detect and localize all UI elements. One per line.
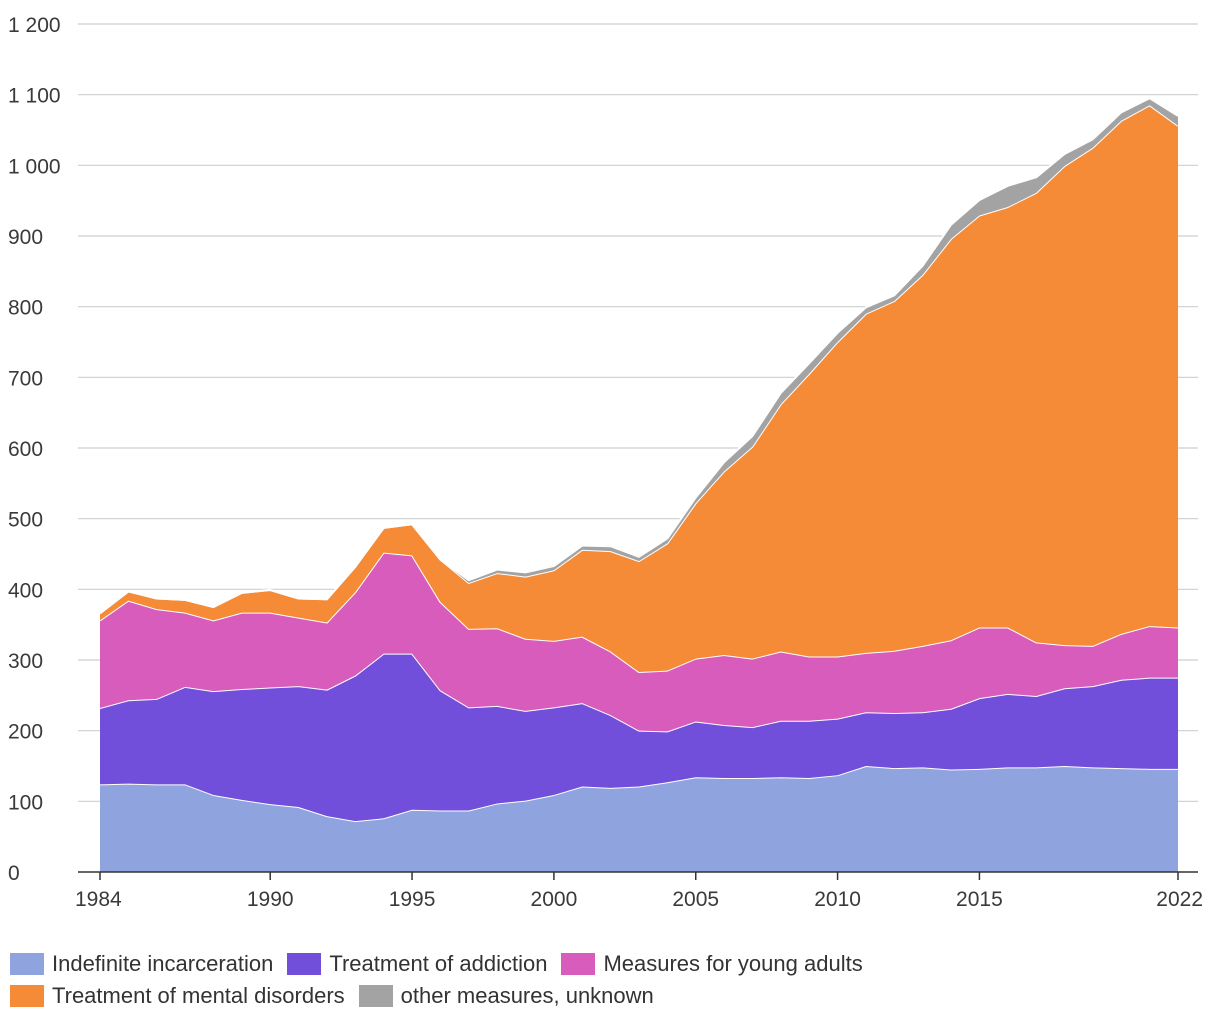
y-tick-label: 1 200 bbox=[8, 14, 61, 37]
legend-item-treatment-of-mental-disorders[interactable]: Treatment of mental disorders bbox=[10, 983, 345, 1009]
legend-item-measures-for-young-adults[interactable]: Measures for young adults bbox=[561, 951, 863, 977]
area-chart: 0 100 200 300 400 500 600 700 800 900 1 000 1 100 1 … bbox=[8, 14, 1203, 911]
y-tick-label: 600 bbox=[8, 438, 43, 461]
y-tick-label: 100 bbox=[8, 791, 43, 814]
legend-label: other measures, unknown bbox=[400, 983, 654, 1008]
legend: Indefinite incarceration Treatment of ad… bbox=[10, 948, 1210, 1012]
legend-label: Measures for young adults bbox=[603, 951, 863, 976]
area-series-0 bbox=[100, 766, 1178, 872]
area-series-3 bbox=[100, 105, 1178, 673]
y-tick-label: 200 bbox=[8, 721, 43, 744]
x-tick-label: 2022 bbox=[1156, 888, 1203, 911]
y-tick-label: 500 bbox=[8, 509, 43, 532]
x-tick-label: 1984 bbox=[75, 888, 122, 911]
y-axis: 0 100 200 300 400 500 600 700 800 900 1 000 1 100 1 … bbox=[8, 14, 61, 885]
x-axis: 1984 1990 1995 2000 2005 2010 2015 2022 bbox=[75, 871, 1203, 911]
legend-item-treatment-of-addiction[interactable]: Treatment of addiction bbox=[287, 951, 547, 977]
x-tick-label: 1995 bbox=[389, 888, 436, 911]
legend-row-2: Treatment of mental disorders other meas… bbox=[10, 980, 1210, 1012]
legend-item-indefinite-incarceration[interactable]: Indefinite incarceration bbox=[10, 951, 273, 977]
y-tick-label: 900 bbox=[8, 226, 43, 249]
legend-swatch bbox=[287, 953, 322, 975]
y-tick-label: 1 000 bbox=[8, 155, 61, 178]
x-tick-label: 2010 bbox=[814, 888, 861, 911]
x-tick-label: 2005 bbox=[672, 888, 719, 911]
legend-swatch bbox=[561, 953, 596, 975]
y-tick-label: 300 bbox=[8, 650, 43, 673]
legend-label: Treatment of mental disorders bbox=[52, 983, 345, 1008]
legend-label: Treatment of addiction bbox=[329, 951, 548, 976]
area-series-1 bbox=[100, 653, 1178, 822]
x-tick-label: 2015 bbox=[956, 888, 1003, 911]
area-series-2 bbox=[100, 552, 1178, 732]
legend-swatch bbox=[358, 985, 393, 1007]
x-tick-label: 1990 bbox=[247, 888, 294, 911]
legend-label: Indefinite incarceration bbox=[52, 951, 274, 976]
area-series-edge-4 bbox=[99, 97, 1179, 615]
legend-swatch bbox=[10, 985, 44, 1007]
legend-swatch bbox=[10, 953, 44, 975]
y-tick-label: 1 100 bbox=[8, 85, 61, 108]
legend-row-1: Indefinite incarceration Treatment of ad… bbox=[10, 948, 1210, 980]
y-tick-label: 0 bbox=[8, 862, 20, 885]
y-tick-label: 400 bbox=[8, 579, 43, 602]
y-tick-label: 700 bbox=[8, 367, 43, 390]
x-tick-label: 2000 bbox=[531, 888, 578, 911]
legend-item-other-measures-unknown[interactable]: other measures, unknown bbox=[358, 983, 654, 1009]
area-series-layer bbox=[99, 97, 1179, 872]
y-tick-label: 800 bbox=[8, 297, 43, 320]
